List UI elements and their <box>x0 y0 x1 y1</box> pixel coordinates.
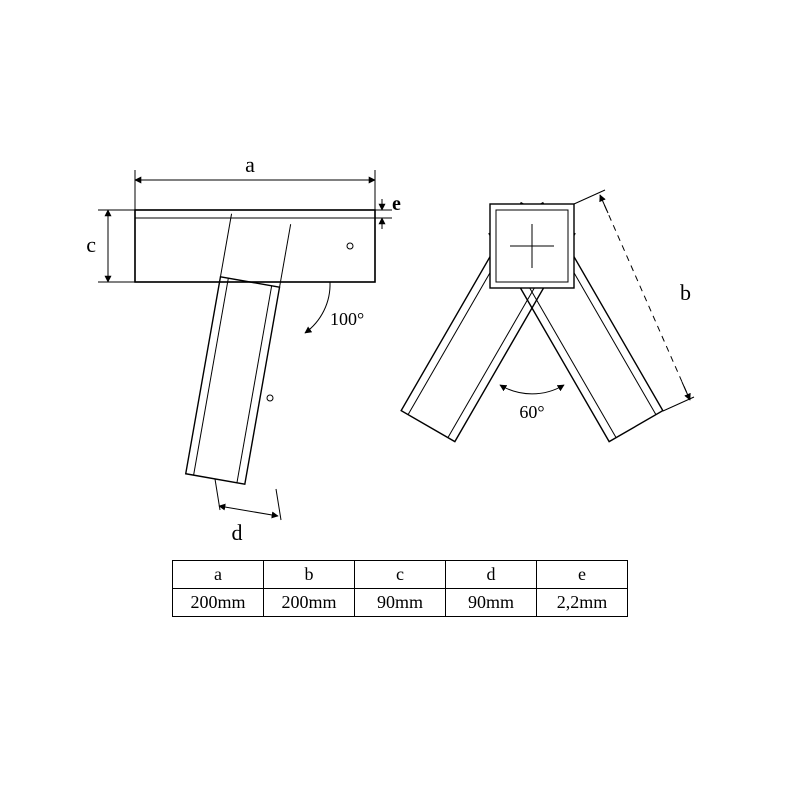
dim-d-label: d <box>232 520 243 545</box>
table-header-row: a b c d e <box>173 561 628 589</box>
side-leg <box>186 277 280 484</box>
dimension-table: a b c d e 200mm 200mm 90mm 90mm 2,2mm <box>172 560 628 617</box>
side-leg-hole <box>267 395 273 401</box>
table-value-row: 200mm 200mm 90mm 90mm 2,2mm <box>173 589 628 617</box>
col-a: a <box>173 561 264 589</box>
val-d: 90mm <box>446 589 537 617</box>
val-a: 200mm <box>173 589 264 617</box>
angle-60-label: 60° <box>519 402 544 422</box>
col-c: c <box>355 561 446 589</box>
angle-arc-100 <box>305 282 330 333</box>
dim-c: c <box>86 210 135 282</box>
front-view: 60° b <box>401 190 694 442</box>
side-view: 100° <box>135 210 375 484</box>
val-e: 2,2mm <box>537 589 628 617</box>
angle-arc-60 <box>500 385 564 394</box>
dim-e-label: e <box>392 193 401 215</box>
dim-a-label: a <box>245 152 255 177</box>
side-beam-outline <box>135 210 375 282</box>
dim-e: e <box>375 193 401 229</box>
col-d: d <box>446 561 537 589</box>
dim-d: d <box>215 479 281 545</box>
dim-b-label: b <box>680 280 691 305</box>
col-b: b <box>264 561 355 589</box>
dimension-table-container: a b c d e 200mm 200mm 90mm 90mm 2,2mm <box>0 560 800 617</box>
dim-a: a <box>135 152 375 210</box>
dim-b: b <box>574 190 694 411</box>
dim-c-label: c <box>86 232 96 257</box>
val-b: 200mm <box>264 589 355 617</box>
val-c: 90mm <box>355 589 446 617</box>
col-e: e <box>537 561 628 589</box>
side-beam-hole <box>347 243 353 249</box>
angle-100-label: 100° <box>330 309 364 329</box>
